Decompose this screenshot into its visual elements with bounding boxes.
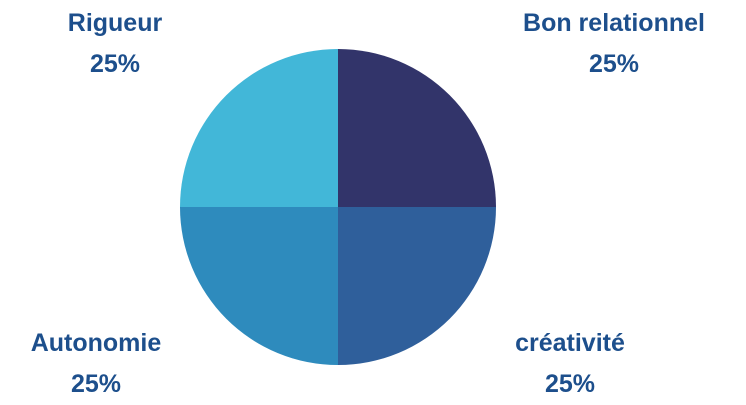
slice-percent-autonomie: 25% [70, 370, 122, 398]
pie-slice-autonomie [180, 207, 338, 365]
slice-label-autonomie: Autonomie 25% [0, 323, 192, 405]
slice-name-rigueur: Rigueur [67, 9, 163, 37]
slice-name-creativite: créativité [515, 329, 625, 357]
slice-label-creativite: créativité 25% [480, 323, 660, 405]
slice-percent-rigueur: 25% [89, 50, 141, 78]
slice-percent-creativite: 25% [544, 370, 596, 398]
pie-slice-creativite [338, 207, 496, 365]
slice-percent-bon-relationnel: 25% [588, 50, 640, 78]
pie-slice-bon-relationnel [338, 49, 496, 207]
pie-slice-rigueur [180, 49, 338, 207]
slice-label-rigueur: Rigueur 25% [20, 3, 210, 85]
pie-slices [180, 49, 496, 365]
slice-label-bon-relationnel: Bon relationnel 25% [490, 3, 738, 85]
slice-name-autonomie: Autonomie [30, 329, 162, 357]
slice-name-bon-relationnel: Bon relationnel [523, 9, 705, 37]
